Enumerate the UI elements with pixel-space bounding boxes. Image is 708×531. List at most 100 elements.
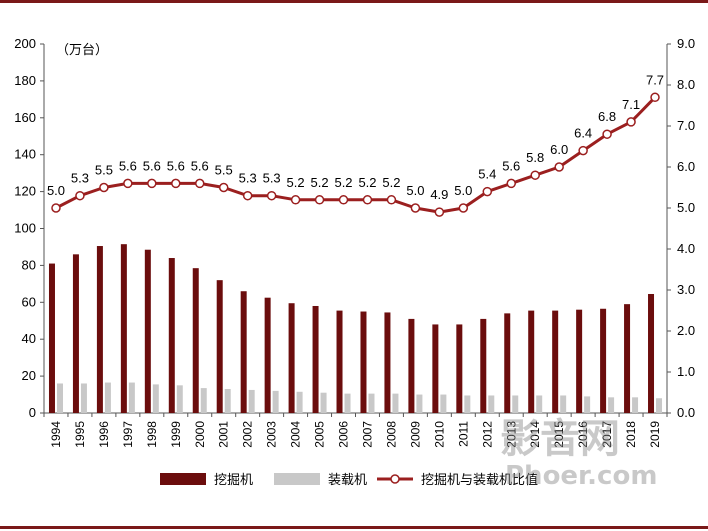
excavator-bar	[288, 303, 295, 413]
x-tick-label: 2013	[504, 421, 518, 448]
excavator-bar	[360, 311, 367, 413]
ratio-data-label: 5.2	[334, 175, 352, 190]
ratio-point	[386, 195, 397, 205]
loader-bar	[584, 396, 591, 413]
ratio-point	[195, 178, 205, 189]
loader-bar	[320, 392, 327, 413]
x-tick-label: 1997	[121, 421, 135, 448]
ratio-data-label: 5.0	[47, 183, 65, 198]
ratio-point	[147, 178, 157, 189]
ratio-data-label: 5.2	[358, 175, 376, 190]
x-tick-label: 2009	[408, 421, 422, 448]
loader-bar	[224, 389, 231, 413]
ratio-data-label: 5.2	[287, 175, 305, 190]
loader-bar	[560, 395, 567, 413]
x-tick-label: 2005	[313, 421, 327, 448]
x-tick-label: 2006	[337, 421, 351, 448]
loader-bar	[632, 397, 639, 413]
x-tick-label: 2012	[480, 421, 494, 448]
excavator-bar	[600, 308, 607, 413]
ratio-point	[290, 195, 301, 205]
ratio-point	[530, 170, 540, 180]
x-tick-label: 1994	[49, 421, 63, 448]
x-tick-label: 1996	[97, 421, 111, 448]
watermark-line1: 影音网	[500, 416, 620, 462]
legend-label-ratio: 挖掘机与装载机比值	[421, 472, 538, 488]
ratio-data-label: 4.9	[430, 187, 448, 202]
ratio-point	[434, 207, 445, 217]
x-tick-label: 2000	[193, 421, 207, 448]
left-tick-label: 180	[14, 73, 36, 88]
loader-bar	[152, 384, 159, 413]
ratio-point	[266, 190, 277, 201]
ratio-data-label: 6.0	[550, 142, 568, 157]
excavator-bar	[648, 293, 655, 413]
ratio-point	[51, 203, 61, 213]
loader-bar	[512, 395, 519, 413]
x-tick-label: 2019	[648, 421, 662, 448]
excavator-bar	[48, 263, 55, 413]
excavator-bar	[576, 309, 583, 413]
ratio-data-label: 5.6	[502, 158, 520, 173]
ratio-data-label: 5.2	[311, 175, 329, 190]
left-tick-label: 0	[29, 405, 36, 420]
excavator-bar	[456, 324, 463, 413]
x-tick-label: 2004	[289, 421, 303, 448]
loader-bar	[344, 393, 351, 413]
loader-bar	[656, 398, 663, 413]
legend: 挖掘机 装载机 挖掘机与装载机比值	[160, 472, 538, 488]
ratio-point	[314, 195, 325, 205]
left-tick-label: 20	[22, 368, 36, 383]
excavator-bar	[480, 318, 487, 413]
left-tick-label: 40	[22, 331, 36, 346]
x-tick-label: 2007	[360, 421, 374, 448]
excavator-bar	[192, 268, 199, 413]
x-tick-label: 2016	[576, 421, 590, 448]
ratio-point	[482, 186, 493, 197]
excavator-bar	[240, 291, 247, 413]
ratio-point	[578, 145, 588, 156]
ratio-data-label: 5.5	[95, 163, 113, 178]
excavator-bar	[120, 244, 127, 413]
ratio-point	[458, 203, 469, 213]
loader-bar	[608, 397, 615, 413]
ratio-data-label: 5.8	[526, 150, 544, 165]
ratio-data-label: 5.3	[239, 171, 257, 186]
left-tick-label: 60	[22, 294, 36, 309]
ratio-point	[554, 162, 564, 172]
ratio-point	[626, 117, 636, 127]
x-tick-label: 2018	[624, 421, 638, 448]
x-tick-label: 2003	[265, 421, 279, 448]
bottom-frame-line	[0, 526, 708, 529]
ratio-data-label: 5.3	[263, 171, 281, 186]
ratio-data-label: 5.2	[382, 175, 400, 190]
x-tick-label: 1995	[73, 421, 87, 448]
legend-label-excavator: 挖掘机	[214, 473, 253, 488]
left-tick-label: 140	[14, 147, 36, 162]
excavator-bar	[96, 246, 103, 413]
right-tick-label: 4.0	[677, 241, 695, 256]
x-tick-label: 2014	[528, 421, 542, 448]
left-tick-label: 160	[14, 110, 36, 125]
ratio-data-label: 5.6	[119, 158, 137, 173]
loader-bar	[176, 385, 183, 413]
ratio-data-label: 6.4	[574, 126, 592, 141]
excavator-bar	[384, 312, 391, 413]
excavator-bar	[432, 324, 439, 413]
loader-bar	[440, 394, 447, 413]
ratio-point	[123, 178, 133, 189]
legend-swatch-excavator	[160, 473, 206, 485]
loader-bar	[104, 382, 111, 413]
x-tick-label: 1999	[169, 421, 183, 448]
ratio-point	[171, 178, 181, 189]
loader-bar	[56, 383, 63, 413]
loader-bar	[80, 383, 87, 413]
x-tick-label: 1998	[145, 421, 159, 448]
excavator-bar	[552, 310, 559, 413]
ratio-point	[75, 190, 85, 201]
right-tick-label: 6.0	[677, 159, 695, 174]
legend-swatch-ratio-marker	[390, 474, 400, 484]
excavator-bar	[144, 249, 151, 413]
loader-bar	[248, 389, 255, 413]
left-tick-label: 100	[14, 221, 36, 236]
